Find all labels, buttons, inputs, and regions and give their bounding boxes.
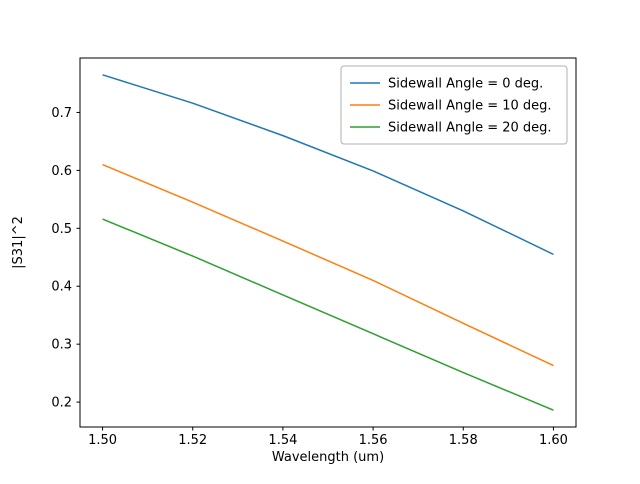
legend-label: Sidewall Angle = 0 deg. bbox=[388, 77, 543, 92]
y-axis-label: |S31|^2 bbox=[11, 216, 26, 269]
series-line bbox=[102, 74, 554, 256]
x-tick-label: 1.56 bbox=[359, 433, 388, 448]
legend-label: Sidewall Angle = 10 deg. bbox=[388, 99, 552, 114]
x-tick-label: 1.50 bbox=[88, 433, 117, 448]
y-tick-label: 0.7 bbox=[51, 106, 72, 121]
y-tick-label: 0.6 bbox=[51, 164, 72, 179]
y-tick-label: 0.2 bbox=[51, 396, 72, 411]
legend-label: Sidewall Angle = 20 deg. bbox=[388, 121, 552, 136]
x-tick-label: 1.58 bbox=[449, 433, 478, 448]
y-tick-label: 0.3 bbox=[51, 338, 72, 353]
y-tick-label: 0.4 bbox=[51, 280, 72, 295]
y-tick-label: 0.5 bbox=[51, 222, 72, 237]
legend-box bbox=[340, 65, 568, 145]
x-axis-label: Wavelength (um) bbox=[272, 450, 384, 465]
series-line bbox=[102, 218, 554, 411]
x-tick-label: 1.60 bbox=[539, 433, 568, 448]
x-tick-label: 1.54 bbox=[268, 433, 297, 448]
series-line bbox=[102, 163, 554, 367]
x-tick-label: 1.52 bbox=[178, 433, 207, 448]
